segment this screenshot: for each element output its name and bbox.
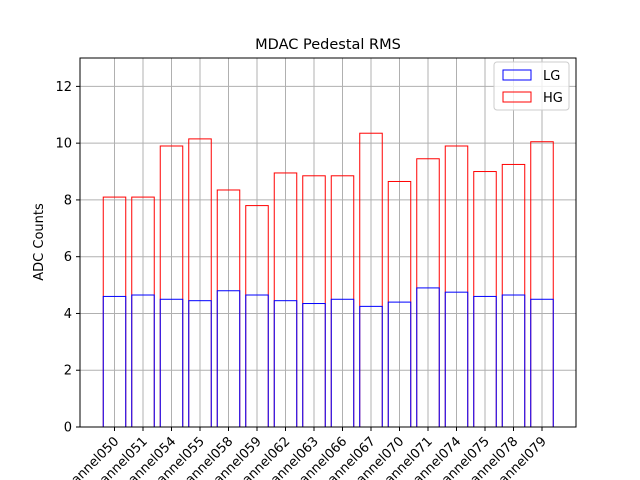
legend-box xyxy=(493,61,570,111)
y-tick-label: 2 xyxy=(64,364,72,379)
y-tick-label: 8 xyxy=(64,193,72,208)
grid xyxy=(80,58,576,428)
plot-frame xyxy=(79,57,577,428)
legend-label-lg: LG xyxy=(543,69,560,84)
y-tick-label: 4 xyxy=(64,307,72,322)
chart-title: MDAC Pedestal RMS xyxy=(255,37,401,53)
legend-label-hg: HG xyxy=(543,91,563,106)
y-tick-label: 6 xyxy=(64,250,72,265)
legend-swatch-lg xyxy=(502,69,532,81)
y-tick-label: 10 xyxy=(55,137,72,152)
y-tick-label: 0 xyxy=(64,421,72,436)
legend-swatch-hg xyxy=(502,91,532,103)
y-axis-label: ADC Counts xyxy=(32,203,47,281)
legend: LG HG xyxy=(493,61,570,111)
y-tick-label: 12 xyxy=(55,80,72,95)
